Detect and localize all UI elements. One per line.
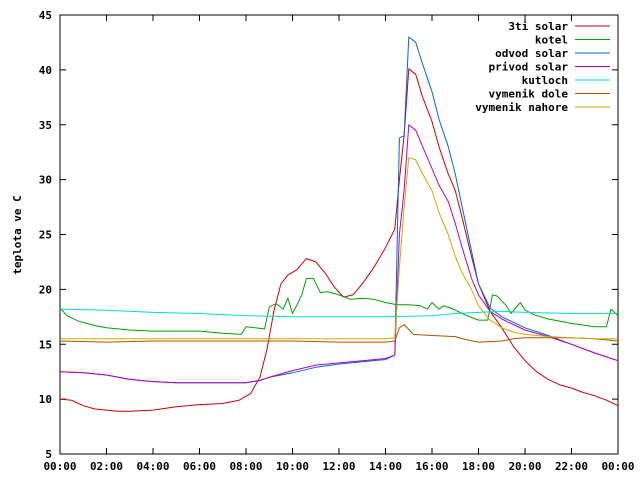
- series-line-6: [60, 157, 618, 340]
- x-tick-label: 14:00: [369, 460, 402, 473]
- y-tick-label: 10: [39, 393, 52, 406]
- series-line-5: [59, 324, 619, 343]
- y-tick-label: 40: [39, 64, 52, 77]
- x-tick-label: 00:00: [43, 460, 76, 473]
- x-tick-label: 12:00: [322, 460, 355, 473]
- x-tick-label: 06:00: [183, 460, 216, 473]
- legend-label: vymenik dole: [489, 88, 569, 101]
- x-tick-label: 22:00: [555, 460, 588, 473]
- y-tick-label: 20: [39, 283, 52, 296]
- legend-label: 3ti solar: [508, 20, 568, 33]
- y-tick-label: 5: [45, 448, 52, 461]
- x-tick-label: 08:00: [229, 460, 262, 473]
- legend-label: odvod solar: [495, 47, 568, 60]
- y-axis-ticks: 5 10 15 20 25 30 35 40 45: [39, 9, 618, 461]
- legend-label: kutloch: [522, 74, 568, 87]
- series-line-1: [59, 277, 619, 335]
- legend-label: vymenik nahore: [475, 101, 568, 114]
- series-line-3: [59, 124, 619, 384]
- y-axis-label: teplota ve C: [11, 195, 24, 274]
- series-line-0: [59, 68, 619, 412]
- x-tick-label: 00:00: [601, 460, 634, 473]
- series-lines: [59, 36, 619, 412]
- x-tick-label: 18:00: [462, 460, 495, 473]
- x-tick-label: 04:00: [136, 460, 169, 473]
- y-tick-label: 30: [39, 174, 52, 187]
- series-line-4: [59, 308, 618, 318]
- x-tick-label: 10:00: [276, 460, 309, 473]
- x-tick-label: 02:00: [90, 460, 123, 473]
- legend-label: privod solar: [489, 61, 569, 74]
- legend-label: kotel: [535, 34, 568, 47]
- y-tick-label: 35: [39, 119, 52, 132]
- x-tick-label: 20:00: [508, 460, 541, 473]
- x-tick-label: 16:00: [415, 460, 448, 473]
- y-tick-label: 45: [39, 9, 52, 22]
- x-axis-ticks: 00:00 02:00 04:00 06:00 08:00 10:00 12:00 14:00…: [43, 15, 635, 473]
- y-tick-label: 15: [39, 338, 52, 351]
- y-tick-label: 25: [39, 229, 52, 242]
